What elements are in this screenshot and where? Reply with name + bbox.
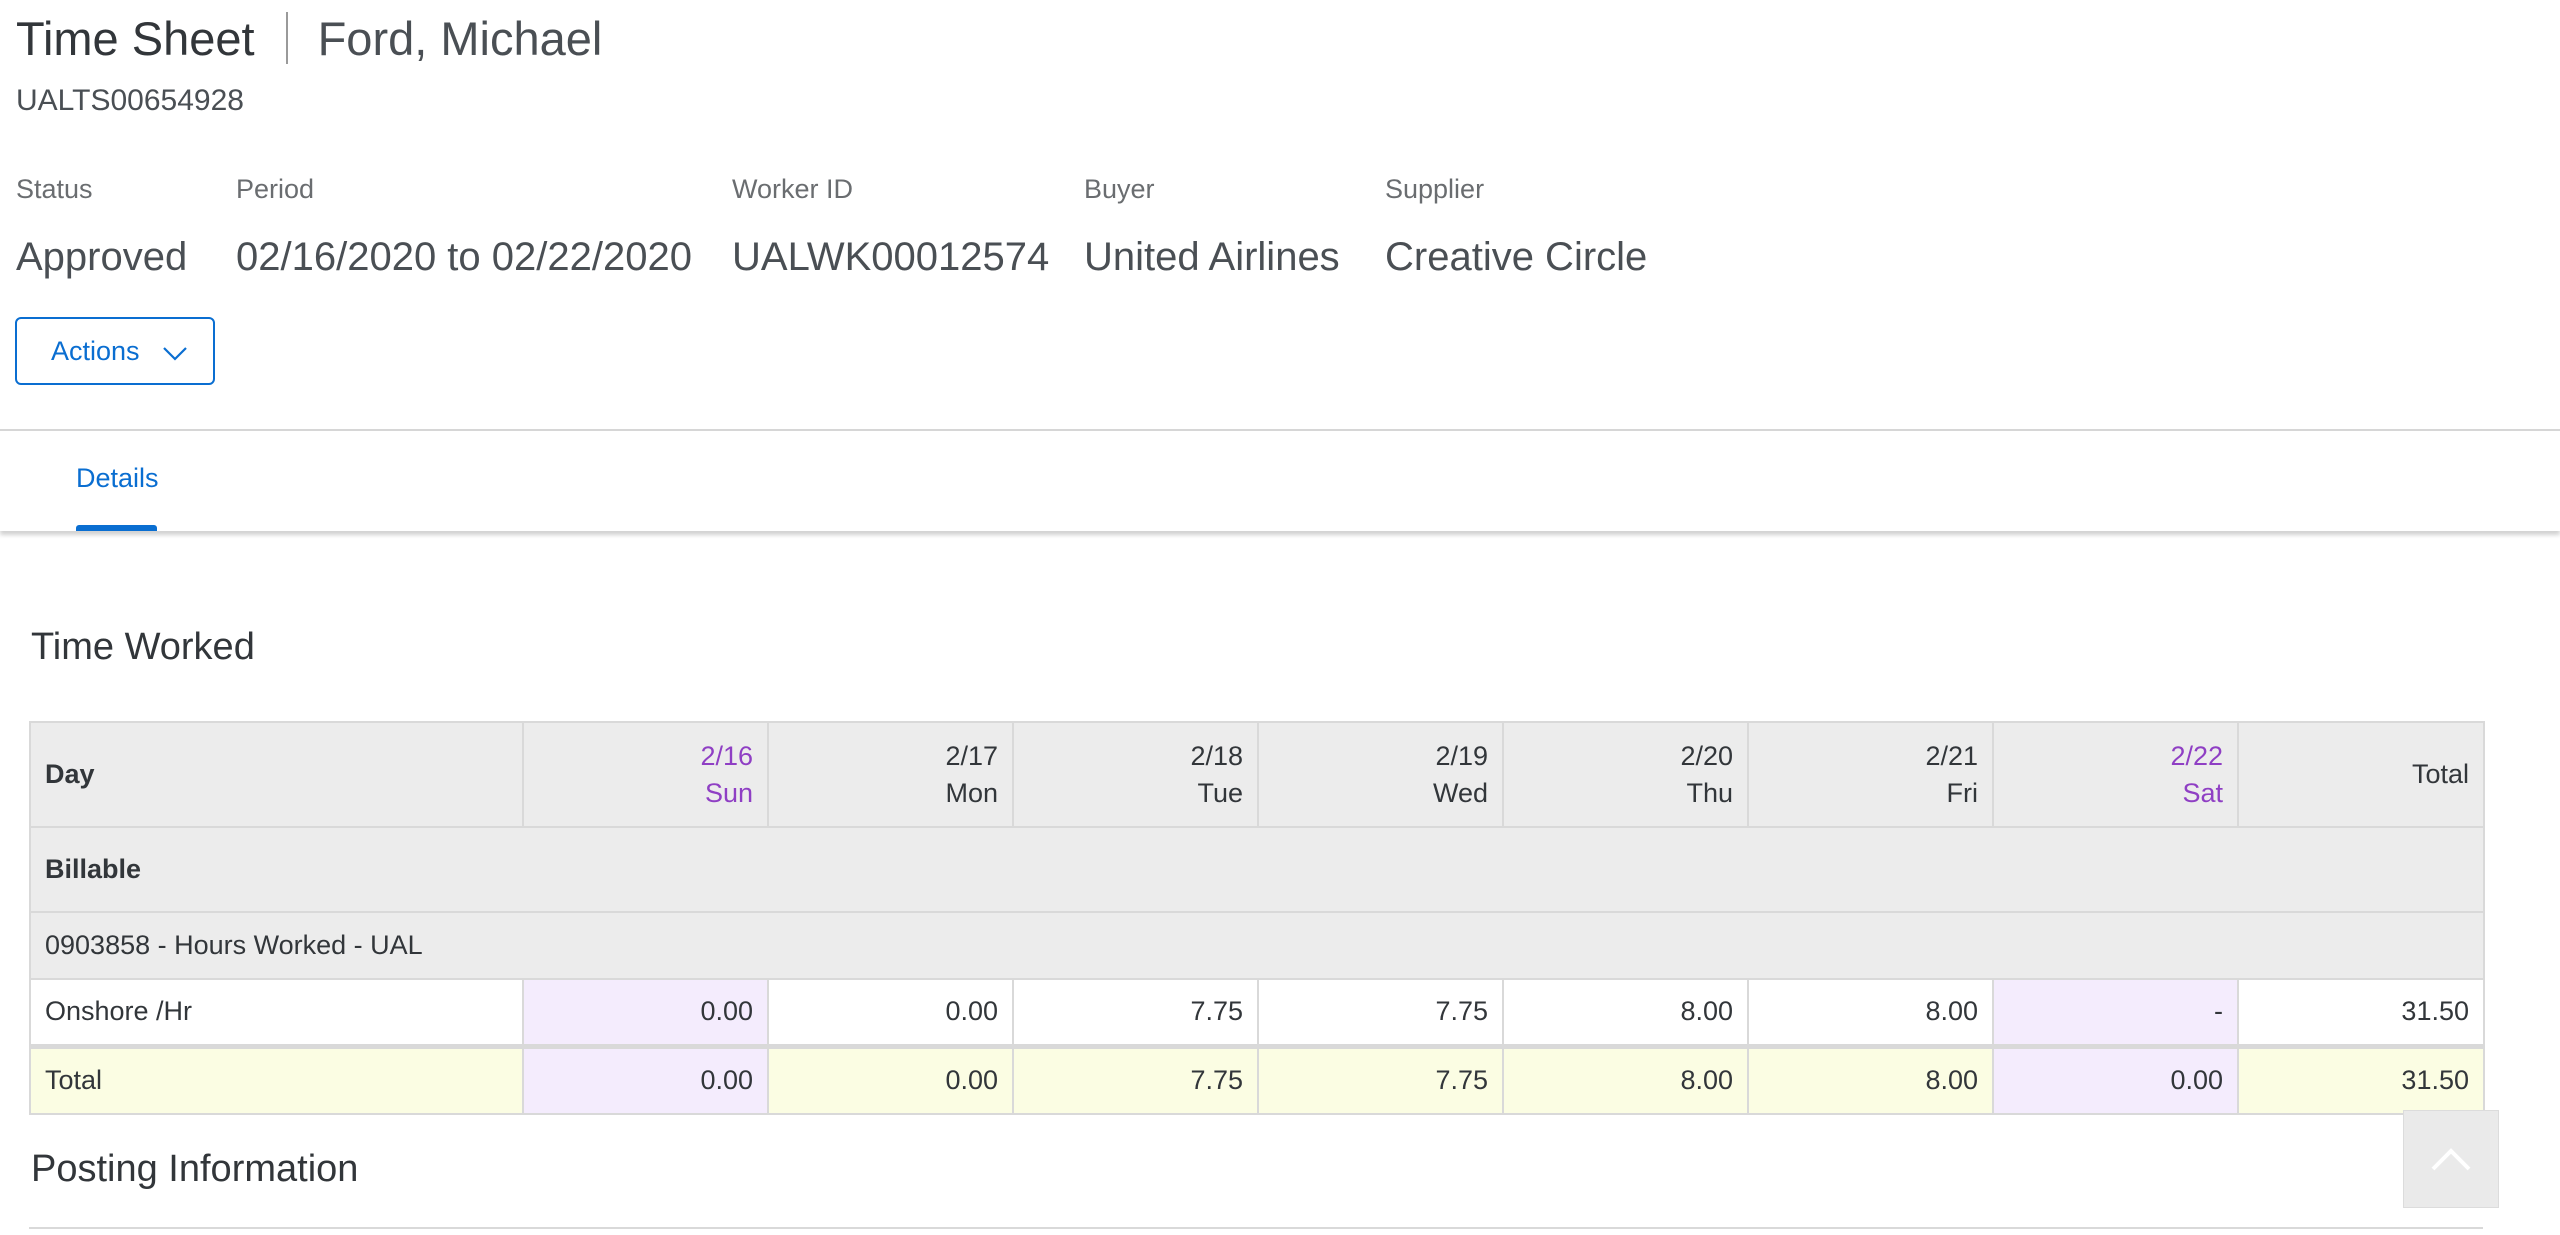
- attribute-period: Period 02/16/2020 to 02/22/2020: [236, 170, 692, 282]
- header-weekday: Mon: [945, 777, 998, 808]
- total-cell: 0.00: [1992, 1045, 2239, 1115]
- header-weekday: Sun: [704, 777, 753, 808]
- hours-cell: 8.00: [1502, 978, 1749, 1047]
- attribute-label: Buyer: [1084, 174, 1155, 204]
- actions-button[interactable]: Actions: [15, 317, 215, 385]
- header-weekday: Fri: [1946, 777, 1978, 808]
- column-header-day: Day: [29, 721, 524, 828]
- header-date: 2/16: [700, 740, 753, 771]
- table-header-row: Day 2/16 Sun 2/17 Mon 2/18 Tue 2/19 Wed …: [29, 721, 2485, 828]
- attribute-buyer: Buyer United Airlines: [1084, 170, 1340, 282]
- total-cell: 8.00: [1747, 1045, 1994, 1115]
- column-header-date: 2/21 Fri: [1747, 721, 1994, 828]
- table-row: Onshore /Hr 0.00 0.00 7.75 7.75 8.00 8.0…: [29, 978, 2485, 1047]
- hours-cell: -: [1992, 978, 2239, 1047]
- totals-label: Total: [29, 1045, 524, 1115]
- hours-cell: 0.00: [767, 978, 1014, 1047]
- attribute-status: Status Approved: [16, 170, 187, 282]
- attribute-label: Worker ID: [732, 174, 854, 204]
- total-cell: 0.00: [522, 1045, 769, 1115]
- title-separator: [285, 12, 288, 64]
- total-cell: 0.00: [767, 1045, 1014, 1115]
- header-date: 2/19: [1435, 740, 1488, 771]
- attribute-value: Approved: [16, 235, 188, 279]
- scroll-to-top-button[interactable]: [2403, 1110, 2499, 1208]
- tab-bar: Details: [0, 431, 2560, 531]
- worker-name: Ford, Michael: [317, 11, 603, 65]
- attribute-value: United Airlines: [1084, 235, 1340, 279]
- grand-total-cell: 31.50: [2237, 1045, 2485, 1115]
- title-row: Time Sheet Ford, Michael: [16, 10, 602, 66]
- document-id: UALTS00654928: [16, 84, 244, 117]
- group-label: Billable: [29, 826, 2485, 913]
- time-worked-table: Day 2/16 Sun 2/17 Mon 2/18 Tue 2/19 Wed …: [29, 721, 2485, 1115]
- header-weekday: Sat: [2182, 777, 2223, 808]
- attribute-label: Status: [16, 174, 93, 204]
- total-cell: 7.75: [1012, 1045, 1259, 1115]
- attribute-supplier: Supplier Creative Circle: [1385, 170, 1647, 282]
- column-header-date: 2/20 Thu: [1502, 721, 1749, 828]
- page-title: Time Sheet: [16, 11, 255, 65]
- row-total-cell: 31.50: [2237, 978, 2485, 1047]
- chevron-up-icon: [2431, 1148, 2471, 1171]
- total-cell: 7.75: [1257, 1045, 1504, 1115]
- header-divider: [0, 429, 2560, 431]
- total-cell: 8.00: [1502, 1045, 1749, 1115]
- chevron-down-icon: [163, 347, 187, 361]
- column-header-total: Total: [2237, 721, 2485, 828]
- header-weekday: Wed: [1432, 777, 1488, 808]
- column-header-date: 2/17 Mon: [767, 721, 1014, 828]
- actions-button-label: Actions: [51, 335, 140, 366]
- header-date: 2/18: [1190, 740, 1243, 771]
- tab-details[interactable]: Details: [76, 463, 159, 493]
- totals-row: Total 0.00 0.00 7.75 7.75 8.00 8.00 0.00…: [29, 1045, 2485, 1115]
- row-label: Onshore /Hr: [29, 978, 524, 1047]
- posting-section-border: [29, 1227, 2483, 1229]
- tab-selected-indicator: [76, 525, 157, 531]
- hours-cell: 8.00: [1747, 978, 1994, 1047]
- attribute-value: UALWK00012574: [732, 235, 1050, 279]
- header-date: 2/21: [1925, 740, 1978, 771]
- time-worked-title: Time Worked: [31, 626, 255, 668]
- hours-cell: 7.75: [1257, 978, 1504, 1047]
- attribute-value: 02/16/2020 to 02/22/2020: [236, 235, 692, 279]
- charge-code-label: 0903858 - Hours Worked - UAL: [29, 911, 2485, 980]
- column-header-date: 2/19 Wed: [1257, 721, 1504, 828]
- hours-cell: 7.75: [1012, 978, 1259, 1047]
- column-header-date: 2/16 Sun: [522, 721, 769, 828]
- column-header-date: 2/18 Tue: [1012, 721, 1259, 828]
- attribute-worker-id: Worker ID UALWK00012574: [732, 170, 1049, 282]
- attribute-label: Supplier: [1385, 174, 1485, 204]
- posting-information-title: Posting Information: [31, 1148, 359, 1190]
- hours-cell: 0.00: [522, 978, 769, 1047]
- header-date: 2/20: [1680, 740, 1733, 771]
- attribute-label: Period: [236, 174, 315, 204]
- object-header: Time Sheet Ford, Michael UALTS00654928 S…: [0, 0, 2560, 430]
- header-date: 2/17: [945, 740, 998, 771]
- charge-code-row: 0903858 - Hours Worked - UAL: [29, 911, 2485, 980]
- header-weekday: Thu: [1686, 777, 1733, 808]
- header-weekday: Tue: [1197, 777, 1243, 808]
- column-header-date: 2/22 Sat: [1992, 721, 2239, 828]
- header-date: 2/22: [2170, 740, 2223, 771]
- attribute-value: Creative Circle: [1385, 235, 1648, 279]
- group-row-billable: Billable: [29, 826, 2485, 913]
